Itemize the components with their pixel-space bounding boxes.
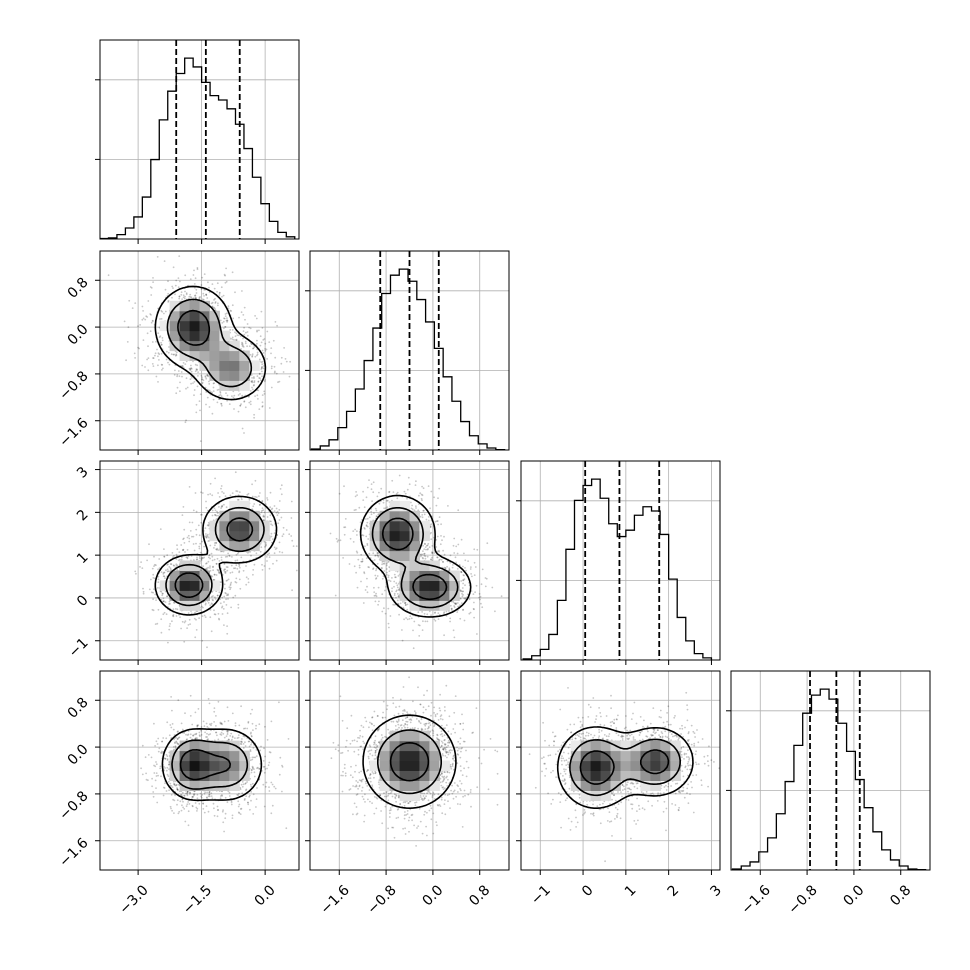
panel-content xyxy=(521,671,720,870)
density-contour xyxy=(161,728,263,802)
density-contour xyxy=(389,742,430,782)
histogram-step xyxy=(522,478,713,660)
panel-content xyxy=(100,671,299,870)
density-contour xyxy=(569,738,681,797)
histogram-step xyxy=(731,688,927,870)
density-contour xyxy=(154,285,267,401)
density-contour xyxy=(166,298,253,388)
density-contour xyxy=(177,309,211,346)
density-contour xyxy=(556,726,694,809)
density-contour xyxy=(165,506,265,607)
panel-frame xyxy=(520,670,721,871)
density-contour xyxy=(179,749,231,781)
density-grid xyxy=(369,730,450,801)
panel-frame xyxy=(99,39,300,240)
panel-frame xyxy=(99,460,300,661)
panel-2-2 xyxy=(516,460,721,665)
panel-3-2 xyxy=(516,670,721,875)
panel-content xyxy=(310,461,509,660)
panel-2-1 xyxy=(305,460,510,665)
panel-content xyxy=(731,671,930,870)
density-contour xyxy=(371,507,459,609)
panel-content xyxy=(310,251,509,450)
density-contour xyxy=(174,517,254,598)
panel-frame xyxy=(99,670,300,871)
histogram-step xyxy=(100,57,296,239)
panel-2-0 xyxy=(95,460,300,665)
panel-content xyxy=(100,251,299,450)
density-contour xyxy=(154,495,278,616)
panel-frame xyxy=(99,250,300,451)
histogram-step xyxy=(310,268,506,450)
panel-1-0 xyxy=(95,250,300,455)
density-contour xyxy=(381,517,448,601)
panel-1-1 xyxy=(305,250,510,455)
panel-frame xyxy=(309,460,510,661)
density-contour xyxy=(359,494,472,618)
panel-frame xyxy=(730,670,931,871)
density-grid xyxy=(169,740,250,791)
panel-content xyxy=(100,40,299,239)
panel-frame xyxy=(520,460,721,661)
panel-0-0 xyxy=(95,39,300,244)
panel-frame xyxy=(309,670,510,871)
panel-content xyxy=(310,671,509,870)
density-contour xyxy=(171,739,249,790)
panel-3-3 xyxy=(726,670,931,875)
density-contour xyxy=(579,749,670,785)
panel-content xyxy=(100,461,299,660)
density-contour xyxy=(362,714,457,809)
panel-3-0 xyxy=(95,670,300,875)
panel-3-1 xyxy=(305,670,510,875)
density-contour xyxy=(377,729,442,795)
panel-content xyxy=(521,461,720,660)
panel-frame xyxy=(309,250,510,451)
